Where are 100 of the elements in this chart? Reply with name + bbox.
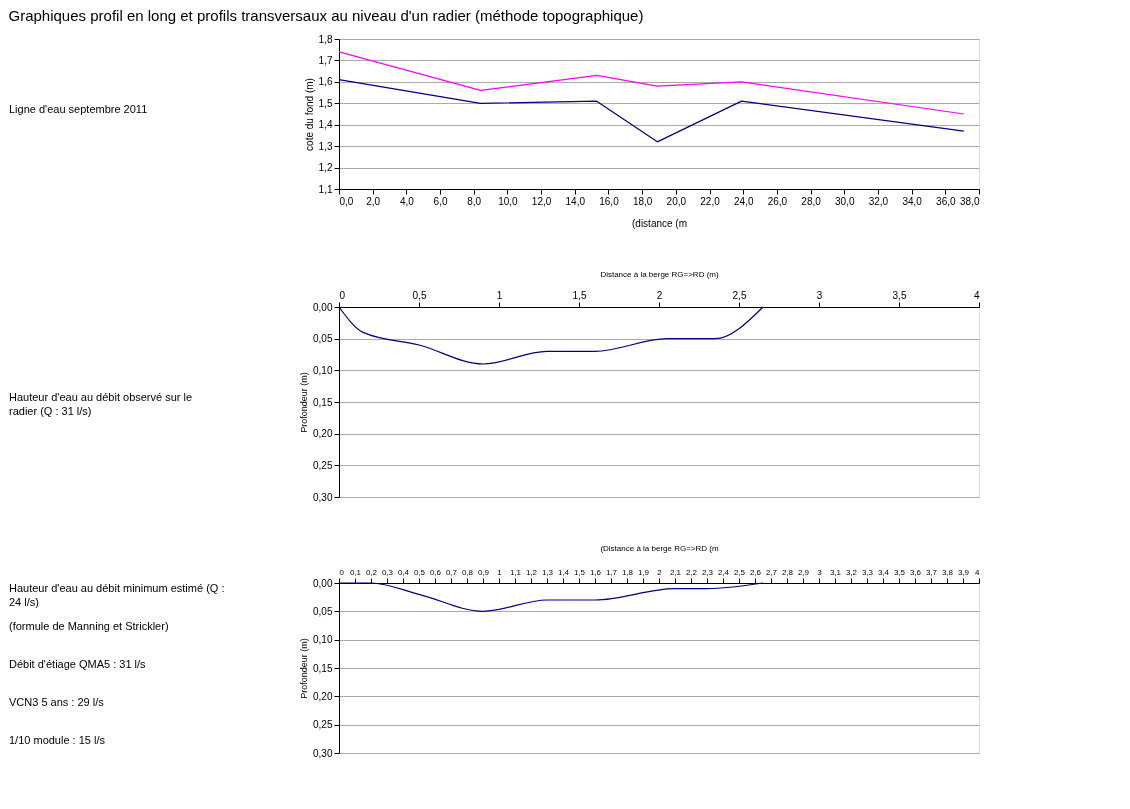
x-tick-label: 4 <box>973 289 980 301</box>
y-tick-label: 0,20 <box>313 690 333 702</box>
x-tick-label: 2,3 <box>701 567 714 577</box>
x-axis-title: (Distance à la berge RG=>RD (m <box>600 543 719 553</box>
x-tick-label: 4 <box>975 567 981 577</box>
y-tick-label: 0,25 <box>313 719 333 731</box>
x-tick-label: 3,2 <box>845 567 858 577</box>
x-tick-label: 6,0 <box>433 195 448 207</box>
x-tick-label: 2,5 <box>732 289 747 301</box>
x-tick-label: 0 <box>339 289 346 301</box>
line-series <box>338 306 764 365</box>
x-tick-label: 3 <box>817 567 823 577</box>
line-series <box>338 51 965 115</box>
x-tick-label: 0,5 <box>413 567 426 577</box>
x-tick-label: 38,0 <box>960 195 980 207</box>
text: VCN3 5 ans : 29 l/s <box>9 696 105 708</box>
x-tick-label: 1,9 <box>637 567 650 577</box>
y-axis-title: Profondeur (m) <box>299 638 310 699</box>
y-axis-title: cote du fond (m) <box>303 78 315 151</box>
x-tick-label: 1,5 <box>573 567 586 577</box>
x-tick-label: 4,0 <box>399 195 415 207</box>
x-tick-label: 1,2 <box>525 567 538 577</box>
x-tick-label: 0,0 <box>339 195 354 207</box>
x-tick-label: 2,5 <box>733 567 746 577</box>
x-tick-label: 3,6 <box>909 567 922 577</box>
x-tick-label: 0 <box>339 567 345 577</box>
x-tick-label: 0,2 <box>365 567 378 577</box>
x-tick-label: 20,0 <box>666 195 687 207</box>
y-tick-label: 0,10 <box>313 634 333 646</box>
text: Ligne d'eau septembre 2011 <box>9 103 148 115</box>
x-tick-label: 0,7 <box>445 567 458 577</box>
x-tick-label: 14,0 <box>565 195 586 207</box>
x-tick-label: 1,7 <box>605 567 618 577</box>
x-tick-label: 2 <box>656 289 663 301</box>
x-tick-label: 26,0 <box>767 195 788 207</box>
x-tick-label: 2,2 <box>685 567 698 577</box>
chart-title: Graphiques profil en long et profils transversaux au niveau d'un radier (méthode topographique) <box>8 6 644 24</box>
y-tick-label: 0,05 <box>313 333 333 345</box>
y-tick-label: 1,7 <box>318 54 333 66</box>
x-tick-label: 0,5 <box>412 289 427 301</box>
y-tick-label: 0,20 <box>313 428 333 440</box>
x-tick-label: 3,9 <box>957 567 970 577</box>
x-tick-label: 24,0 <box>733 195 754 207</box>
x-tick-label: 2,1 <box>669 567 682 577</box>
x-tick-label: 1,1 <box>509 567 522 577</box>
y-tick-label: 0,25 <box>313 459 333 471</box>
x-tick-label: 10,0 <box>498 195 519 207</box>
x-tick-label: 30,0 <box>835 195 855 207</box>
x-tick-label: 18,0 <box>632 195 653 207</box>
x-tick-label: 1,8 <box>621 567 634 577</box>
x-tick-label: 3,5 <box>893 567 906 577</box>
y-tick-label: 0,15 <box>313 396 333 408</box>
text: Hauteur d'eau au débit observé sur le radier (Q : 31 l/s) <box>9 391 193 417</box>
y-tick-label: 1,3 <box>318 140 333 152</box>
x-axis-title: (distance (m <box>631 217 688 229</box>
y-tick-label: 1,6 <box>318 76 333 88</box>
x-tick-label: 3,3 <box>861 567 874 577</box>
x-tick-label: 3,1 <box>829 567 842 577</box>
x-tick-label: 1,6 <box>589 567 602 577</box>
x-tick-label: 28,0 <box>801 195 822 207</box>
x-tick-label: 1,3 <box>541 567 554 577</box>
y-tick-label: 0,00 <box>313 577 333 589</box>
x-tick-label: 2,4 <box>717 567 730 577</box>
y-tick-label: 1,2 <box>318 162 333 174</box>
y-tick-label: 0,05 <box>313 605 333 617</box>
x-axis-title: Distance à la berge RG=>RD (m) <box>600 269 719 279</box>
x-tick-label: 8,0 <box>467 195 482 207</box>
x-tick-label: 3,5 <box>892 289 907 301</box>
x-tick-label: 2,7 <box>765 567 778 577</box>
x-tick-label: 3,4 <box>877 567 890 577</box>
x-tick-label: 2,8 <box>781 567 794 577</box>
y-tick-label: 1,4 <box>318 119 333 131</box>
x-tick-label: 1,4 <box>557 567 570 577</box>
x-tick-label: 0,9 <box>477 567 490 577</box>
line-series <box>338 582 764 612</box>
x-tick-label: 16,0 <box>599 195 620 207</box>
y-tick-label: 1,1 <box>318 183 333 195</box>
text: (formule de Manning et Strickler) <box>9 620 169 632</box>
text: Hauteur d'eau au débit minimum estimé (Q : 24 l/s) <box>9 582 225 608</box>
x-tick-label: 34,0 <box>902 195 923 207</box>
y-axis-title: Profondeur (m) <box>299 372 310 433</box>
x-tick-label: 36,0 <box>936 195 956 207</box>
text: Débit d'étiage QMA5 : 31 l/s <box>9 658 147 670</box>
x-tick-label: 0,3 <box>381 567 394 577</box>
x-tick-label: 3,8 <box>941 567 954 577</box>
x-tick-label: 0,8 <box>461 567 474 577</box>
x-tick-label: 2 <box>657 567 663 577</box>
y-tick-label: 1,8 <box>318 33 333 45</box>
y-tick-label: 0,15 <box>313 662 333 674</box>
y-tick-label: 0,10 <box>313 364 333 376</box>
x-tick-label: 1,5 <box>572 289 587 301</box>
y-tick-label: 0,30 <box>313 747 333 759</box>
x-tick-label: 0,1 <box>349 567 362 577</box>
x-tick-label: 3,7 <box>925 567 938 577</box>
x-tick-label: 22,0 <box>700 195 721 207</box>
y-tick-label: 0,00 <box>313 301 333 313</box>
line-series <box>338 79 965 143</box>
x-tick-label: 32,0 <box>868 195 889 207</box>
x-tick-label: 0,6 <box>429 567 442 577</box>
x-tick-label: 12,0 <box>531 195 552 207</box>
